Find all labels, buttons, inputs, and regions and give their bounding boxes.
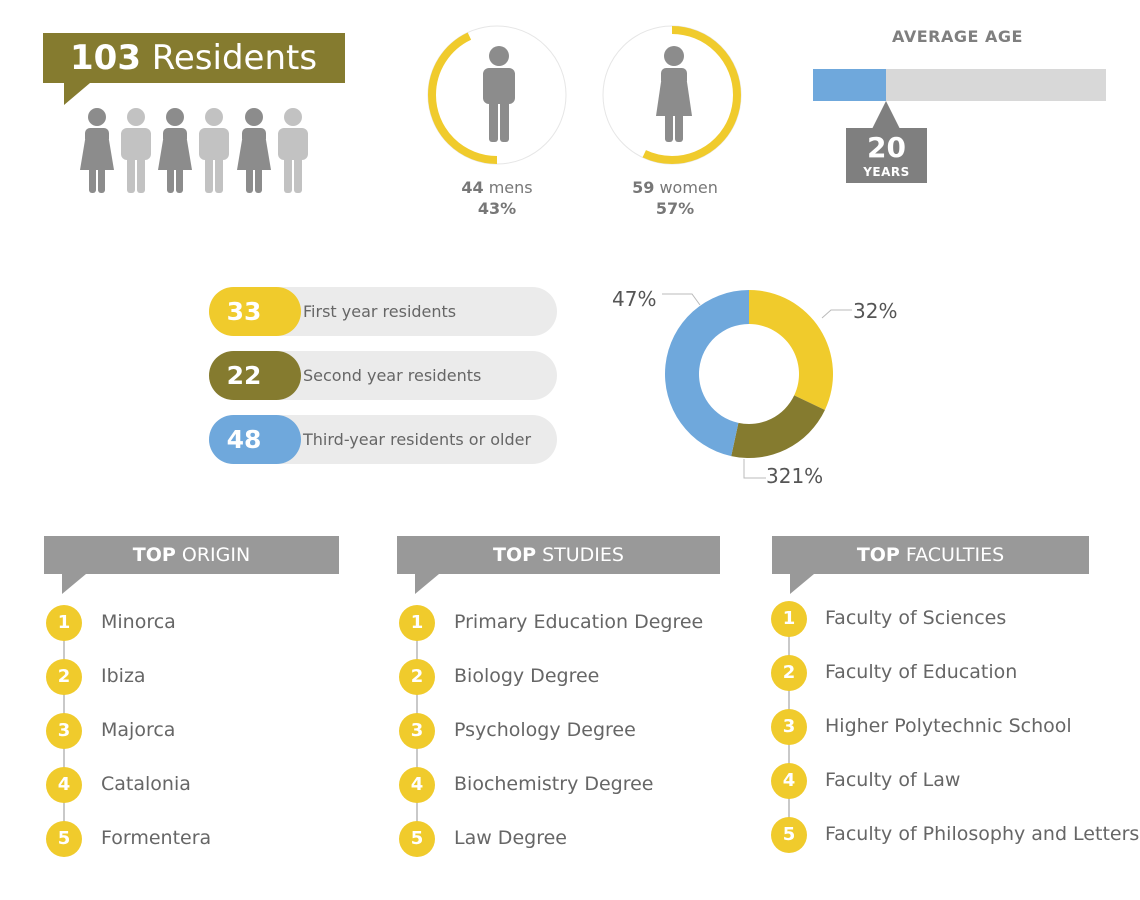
donut-label-second: 321% [766, 464, 824, 488]
list-number: 2 [771, 655, 807, 691]
top-studies-header: TOP STUDIES [397, 536, 720, 574]
man-figure-icon [199, 108, 229, 193]
residents-banner: 103 Residents [43, 33, 345, 83]
age-box: 20 YEARS [846, 128, 927, 183]
man-figure-icon [121, 108, 151, 193]
leader-line-third [662, 293, 701, 306]
list-item: Law Degree [454, 827, 567, 849]
women-count: 59 [632, 178, 655, 197]
woman-figure-icon [80, 108, 114, 193]
list-number: 5 [399, 821, 435, 857]
list-number: 1 [399, 605, 435, 641]
leader-line-first [821, 309, 852, 319]
top-origin-tail [62, 574, 86, 594]
list-number: 1 [771, 601, 807, 637]
woman-icon [656, 46, 692, 142]
top-origin-header: TOP ORIGIN [44, 536, 339, 574]
list-number: 1 [46, 605, 82, 641]
residents-count: 103 [70, 38, 141, 78]
list-number: 2 [46, 659, 82, 695]
year-donut-chart [662, 290, 852, 479]
list-item: Higher Polytechnic School [825, 715, 1072, 737]
list-item: Faculty of Philosophy and Letters [825, 823, 1140, 845]
list-item: Faculty of Sciences [825, 607, 1007, 629]
top-studies-tail [415, 574, 439, 594]
list-item: Primary Education Degree [454, 611, 704, 633]
pill-first-year: 33 First year residents [209, 287, 557, 336]
men-text: mens [483, 178, 533, 197]
woman-figure-icon [158, 108, 192, 193]
list-number: 4 [46, 767, 82, 803]
list-item: Faculty of Law [825, 769, 961, 791]
man-figure-icon [278, 108, 308, 193]
leader-line-second [743, 459, 766, 479]
list-number: 3 [399, 713, 435, 749]
women-percent: 57% [655, 199, 695, 218]
residents-label: Residents [140, 38, 318, 78]
pill-count: 48 [209, 415, 301, 464]
age-unit: YEARS [863, 165, 910, 179]
age-pointer [872, 101, 900, 129]
top-faculties-header: TOP FACULTIES [772, 536, 1089, 574]
pill-third-year: 48 Third-year residents or older [209, 415, 557, 464]
donut-slice-first-year [749, 290, 833, 410]
women-label: 59 women 57% [601, 177, 749, 219]
banner-tail [64, 83, 90, 105]
list-item: Ibiza [101, 665, 146, 687]
top-origin-title-rest: ORIGIN [175, 544, 251, 566]
donut-slice-third-year [665, 290, 749, 457]
list-item: Formentera [101, 827, 212, 849]
women-ring [602, 25, 742, 165]
list-number: 3 [46, 713, 82, 749]
list-number: 4 [399, 767, 435, 803]
donut-label-third: 47% [612, 287, 657, 311]
list-item: Biochemistry Degree [454, 773, 654, 795]
list-item: Minorca [101, 611, 176, 633]
list-item: Faculty of Education [825, 661, 1018, 683]
man-icon [483, 46, 515, 142]
top-faculties-title-rest: FACULTIES [899, 544, 1005, 566]
average-age-title: AVERAGE AGE [892, 27, 1023, 46]
top-faculties-tail [790, 574, 814, 594]
list-item: Majorca [101, 719, 176, 741]
pill-second-year: 22 Second year residents [209, 351, 557, 400]
donut-label-first: 32% [853, 299, 898, 323]
pill-label: First year residents [303, 302, 457, 321]
top-studies-title-rest: STUDIES [536, 544, 624, 566]
list-item: Biology Degree [454, 665, 600, 687]
men-percent: 43% [477, 199, 517, 218]
pill-count: 33 [209, 287, 301, 336]
men-count: 44 [461, 178, 484, 197]
age-bar-fill [813, 69, 886, 101]
top-origin-title-bold: TOP [132, 544, 176, 566]
women-text: women [654, 178, 718, 197]
donut-slice-second-year [731, 395, 825, 458]
top-studies-title-bold: TOP [493, 544, 537, 566]
list-number: 2 [399, 659, 435, 695]
list-number: 4 [771, 763, 807, 799]
list-number: 5 [771, 817, 807, 853]
men-label: 44 mens 43% [426, 177, 568, 219]
list-number: 5 [46, 821, 82, 857]
top-faculties-title-bold: TOP [856, 544, 900, 566]
men-ring [427, 25, 567, 165]
list-item: Catalonia [101, 773, 191, 795]
list-item: Psychology Degree [454, 719, 636, 741]
list-number: 3 [771, 709, 807, 745]
woman-figure-icon [237, 108, 271, 193]
pill-count: 22 [209, 351, 301, 400]
pill-label: Second year residents [303, 366, 482, 385]
pill-label: Third-year residents or older [303, 430, 532, 449]
age-value: 20 [867, 131, 906, 164]
